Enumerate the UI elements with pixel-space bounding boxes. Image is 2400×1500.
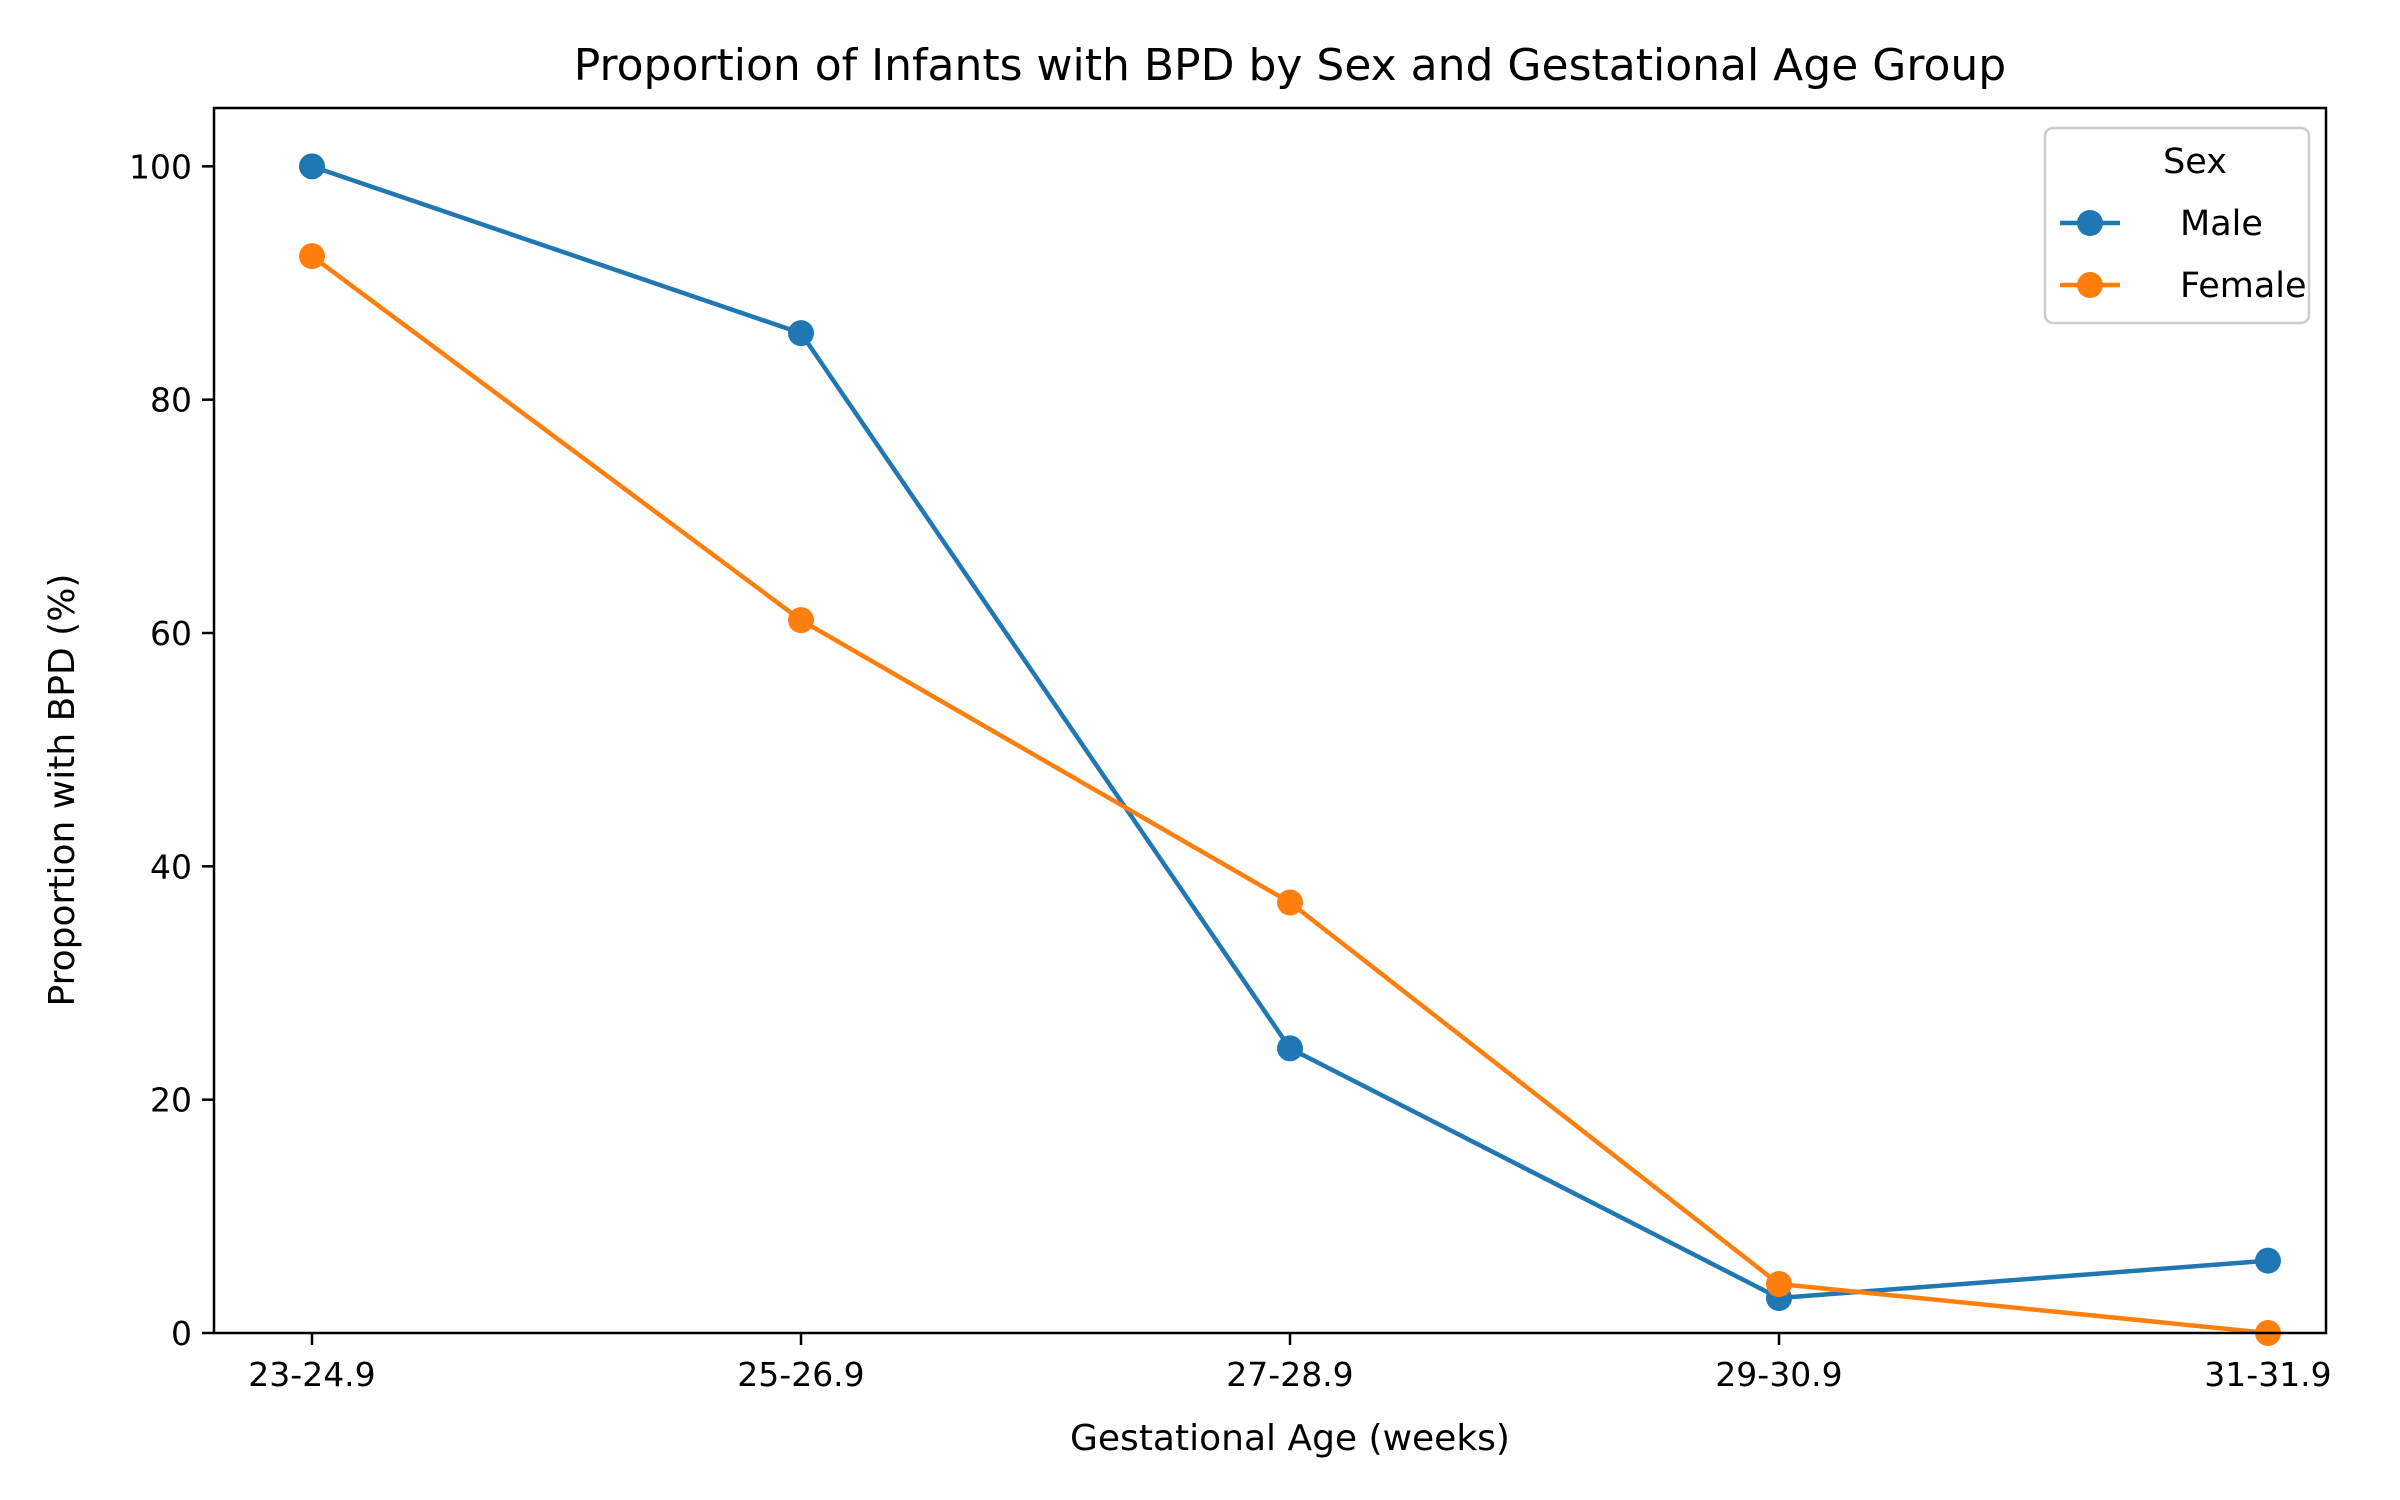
legend: Sex Male Female bbox=[2043, 126, 2311, 325]
legend-item-male: Male bbox=[2060, 204, 2263, 244]
x-tick-label: 23-24.9 bbox=[248, 1355, 375, 1394]
legend-box bbox=[2043, 126, 2311, 325]
data-point bbox=[1277, 889, 1303, 916]
legend-item-female: Female bbox=[2060, 266, 2307, 306]
legend-label: Male bbox=[2180, 204, 2263, 244]
y-tick-label: 100 bbox=[129, 147, 192, 186]
legend-title: Sex bbox=[2163, 142, 2227, 182]
data-point bbox=[1766, 1271, 1792, 1297]
data-point bbox=[1277, 1035, 1303, 1062]
data-point bbox=[299, 153, 325, 180]
data-point bbox=[2255, 1247, 2281, 1274]
plot-frame bbox=[212, 106, 2328, 1335]
y-tick-label: 20 bbox=[150, 1081, 192, 1120]
y-tick-label: 60 bbox=[150, 614, 192, 653]
y-tick-label: 80 bbox=[150, 381, 192, 420]
x-tick-label: 25-26.9 bbox=[737, 1355, 864, 1394]
legend-marker bbox=[2077, 210, 2103, 236]
series-layer bbox=[299, 153, 2281, 1346]
data-point bbox=[299, 243, 325, 270]
y-axis-ticks: 0 20 40 60 80 100 bbox=[129, 147, 214, 1353]
y-tick-label: 0 bbox=[171, 1314, 192, 1353]
x-tick-label: 27-28.9 bbox=[1226, 1355, 1353, 1394]
legend-marker bbox=[2077, 272, 2103, 298]
x-tick-label: 31-31.9 bbox=[2204, 1355, 2331, 1394]
legend-label: Female bbox=[2180, 266, 2307, 306]
legend-items: Male Female bbox=[2060, 204, 2307, 306]
y-tick-label: 40 bbox=[150, 847, 192, 886]
data-point bbox=[788, 320, 814, 347]
x-axis-label: Gestational Age (weeks) bbox=[1070, 1418, 1510, 1459]
y-axis-label: Proportion with BPD (%) bbox=[42, 574, 83, 1007]
x-tick-label: 29-30.9 bbox=[1715, 1355, 1842, 1394]
data-point bbox=[788, 607, 814, 634]
x-axis-ticks: 23-24.9 25-26.9 27-28.9 29-30.9 31-31.9 bbox=[248, 1333, 2332, 1394]
chart-title: Proportion of Infants with BPD by Sex an… bbox=[574, 40, 2006, 91]
